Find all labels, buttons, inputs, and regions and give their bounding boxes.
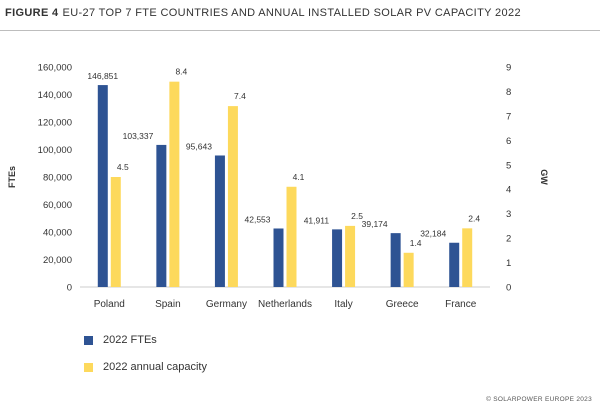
data-label-capacity: 4.1 — [293, 172, 305, 182]
y-left-tick-label: 60,000 — [43, 200, 72, 211]
data-label-capacity: 1.4 — [410, 238, 422, 248]
bar-ftes-france — [449, 242, 460, 287]
y-right-tick-label: 8 — [506, 87, 511, 98]
data-label-ftes: 146,851 — [87, 71, 118, 81]
y-right-axis-title: GW — [539, 169, 549, 185]
data-label-capacity: 2.4 — [468, 213, 480, 223]
legend-label-capacity: 2022 annual capacity — [103, 361, 207, 373]
y-right-tick-label: 4 — [506, 185, 511, 196]
y-left-axis-title: FTEs — [7, 166, 17, 188]
legend-item-capacity: 2022 annual capacity — [84, 359, 207, 375]
bar-chart: 0 20,000 40,000 60,000 80,000 100,000 120,000 1… — [7, 63, 549, 311]
data-label-ftes: 42,553 — [245, 214, 271, 224]
y-right-tick-label: 2 — [506, 234, 511, 245]
bar-ftes-italy — [332, 229, 343, 287]
legend-item-ftes: 2022 FTEs — [84, 332, 157, 348]
title-divider — [0, 30, 600, 31]
legend-label-ftes: 2022 FTEs — [103, 334, 157, 346]
y-right-tick-label: 6 — [506, 136, 511, 147]
y-left-tick-label: 100,000 — [38, 145, 72, 156]
figure-title: FIGURE 4 EU-27 TOP 7 FTE COUNTRIES AND AN… — [5, 7, 521, 19]
bar-capacity-poland — [110, 177, 121, 287]
figure-title-text: EU-27 TOP 7 FTE COUNTRIES AND ANNUAL INS… — [62, 7, 521, 19]
bar-ftes-netherlands — [273, 228, 284, 287]
bar-capacity-france — [462, 228, 473, 287]
x-tick-label: France — [445, 299, 477, 310]
x-tick-label: Netherlands — [258, 299, 312, 310]
x-tick-label: Spain — [155, 299, 181, 310]
bar-capacity-netherlands — [286, 186, 297, 287]
y-left-tick-label: 120,000 — [38, 118, 72, 129]
bar-ftes-greece — [390, 233, 401, 287]
x-tick-label: Germany — [206, 299, 247, 310]
y-right-tick-label: 7 — [506, 111, 511, 122]
data-label-ftes: 39,174 — [362, 219, 388, 229]
bar-capacity-greece — [403, 252, 414, 287]
data-label-capacity: 7.4 — [234, 91, 246, 101]
y-right-tick-label: 0 — [506, 283, 511, 294]
bar-capacity-germany — [227, 106, 238, 287]
y-left-tick-label: 0 — [67, 283, 72, 294]
y-right-tick-label: 9 — [506, 63, 511, 74]
data-label-ftes: 95,643 — [186, 141, 212, 151]
y-left-tick-label: 40,000 — [43, 228, 72, 239]
legend-swatch-ftes — [84, 335, 93, 345]
bar-capacity-spain — [169, 81, 180, 288]
bar-ftes-poland — [97, 85, 108, 288]
y-left-tick-label: 80,000 — [43, 173, 72, 184]
y-left-tick-label: 20,000 — [43, 255, 72, 266]
data-label-capacity: 2.5 — [351, 211, 363, 221]
legend-swatch-capacity — [84, 362, 93, 372]
data-label-ftes: 103,337 — [123, 131, 154, 141]
y-left-tick-label: 160,000 — [38, 63, 72, 74]
y-right-tick-label: 5 — [506, 160, 511, 171]
data-label-ftes: 41,911 — [304, 215, 330, 225]
y-right-tick-label: 1 — [506, 258, 511, 269]
y-left-tick-label: 140,000 — [38, 90, 72, 101]
figure-number: FIGURE 4 — [5, 7, 59, 19]
x-tick-label: Italy — [334, 299, 352, 310]
data-label-capacity: 4.5 — [117, 162, 129, 172]
data-label-ftes: 32,184 — [420, 229, 446, 239]
copyright-credit: © SOLARPOWER EUROPE 2023 — [486, 396, 592, 403]
x-tick-label: Poland — [94, 299, 125, 310]
y-right-tick-label: 3 — [506, 209, 511, 220]
data-label-capacity: 8.4 — [175, 67, 187, 77]
bar-ftes-spain — [156, 144, 167, 287]
x-tick-label: Greece — [386, 299, 419, 310]
bar-capacity-italy — [345, 225, 356, 287]
bar-ftes-germany — [214, 155, 225, 287]
